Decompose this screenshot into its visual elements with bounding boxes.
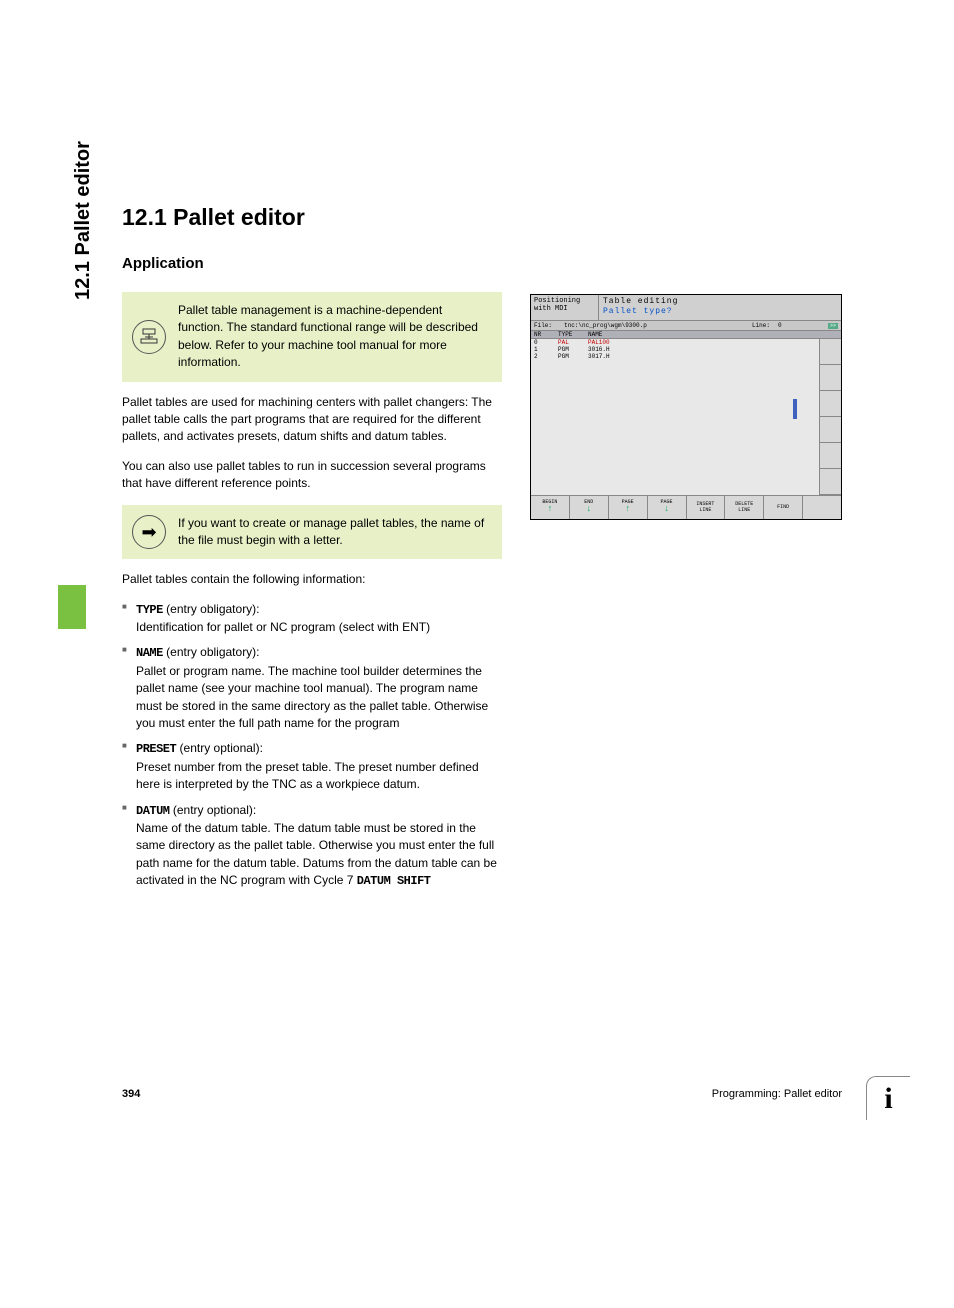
page-number: 394 — [122, 1088, 140, 1100]
entry-label: DATUM — [136, 804, 170, 818]
list-item: DATUM (entry optional): Name of the datu… — [122, 802, 502, 891]
entry-desc: Name of the datum table. The datum table… — [136, 820, 502, 891]
table-row[interactable]: 0 PAL PAL100 — [531, 339, 819, 346]
arrow-up-icon: ↑ — [547, 505, 552, 515]
left-column: Pallet table management is a machine-dep… — [122, 292, 502, 899]
shot-file-row: File: tnc:\nc_prog\wgm\9300.p Line: 0 >> — [531, 321, 841, 331]
tip-note-text: If you want to create or manage pallet t… — [178, 516, 484, 547]
softkey-delete-line[interactable]: DELETELINE — [725, 496, 764, 519]
softkey-insert-line[interactable]: INSERTLINE — [687, 496, 726, 519]
paragraph-2: You can also use pallet tables to run in… — [122, 458, 502, 493]
softkey-empty[interactable] — [803, 496, 841, 519]
col-type: TYPE — [558, 331, 588, 338]
softkey-end[interactable]: END↓ — [570, 496, 609, 519]
entry-desc: Preset number from the preset table. The… — [136, 759, 502, 794]
entry-label: NAME — [136, 646, 163, 660]
shot-title: Table editing — [603, 297, 837, 307]
paragraph-3: Pallet tables contain the following info… — [122, 571, 502, 588]
softkey-begin[interactable]: BEGIN↑ — [531, 496, 570, 519]
arrow-up-icon: ↑ — [625, 505, 630, 515]
cnc-screenshot: Positioning with MDI Table editing Palle… — [530, 294, 842, 520]
shot-body: 0 PAL PAL100 1 PGM 3016.H 2 PGM 3017.H — [531, 339, 841, 495]
side-button[interactable] — [820, 469, 841, 495]
softkey-page-up[interactable]: PAGE↑ — [609, 496, 648, 519]
page-heading: 12.1 Pallet editor — [122, 204, 842, 231]
side-button[interactable] — [820, 417, 841, 443]
softkey-find[interactable]: FIND — [764, 496, 803, 519]
list-item: PRESET (entry optional): Preset number f… — [122, 740, 502, 793]
entry-label: PRESET — [136, 742, 176, 756]
arrow-down-icon: ↓ — [664, 505, 669, 515]
line-label: Line: — [752, 322, 778, 329]
shot-header: Positioning with MDI Table editing Palle… — [531, 295, 841, 321]
side-button[interactable] — [820, 391, 841, 417]
paginator-icon[interactable]: >> — [828, 323, 838, 329]
shot-table[interactable]: 0 PAL PAL100 1 PGM 3016.H 2 PGM 3017.H — [531, 339, 819, 495]
paragraph-1: Pallet tables are used for machining cen… — [122, 394, 502, 446]
entry-suffix: (entry optional): — [176, 741, 263, 755]
line-value: 0 — [778, 322, 828, 329]
entry-suffix: (entry obligatory): — [163, 602, 260, 616]
col-name: NAME — [588, 331, 838, 338]
softkey-row: BEGIN↑ END↓ PAGE↑ PAGE↓ INSERTLINE DELET… — [531, 495, 841, 519]
page-footer: 394 Programming: Pallet editor — [122, 1088, 842, 1100]
info-list: TYPE (entry obligatory): Identification … — [122, 601, 502, 891]
side-tab: 12.1 Pallet editor — [72, 141, 95, 300]
arrow-right-icon: ➡ — [132, 515, 166, 549]
shot-title-area: Table editing Pallet type? — [599, 295, 841, 320]
entry-desc: Pallet or program name. The machine tool… — [136, 663, 502, 733]
side-button[interactable] — [820, 443, 841, 469]
list-item: TYPE (entry obligatory): Identification … — [122, 601, 502, 637]
machine-note: Pallet table management is a machine-dep… — [122, 292, 502, 382]
file-path: tnc:\nc_prog\wgm\9300.p — [564, 322, 752, 329]
shot-side-buttons — [819, 339, 841, 495]
info-icon: i — [866, 1076, 910, 1120]
side-button[interactable] — [820, 365, 841, 391]
entry-desc: Identification for pallet or NC program … — [136, 619, 502, 636]
col-nr: NR — [534, 331, 558, 338]
scrollbar-thumb[interactable] — [793, 399, 797, 419]
softkey-page-down[interactable]: PAGE↓ — [648, 496, 687, 519]
shot-col-header: NR TYPE NAME — [531, 331, 841, 339]
list-item: NAME (entry obligatory): Pallet or progr… — [122, 644, 502, 732]
shot-mode: Positioning with MDI — [531, 295, 599, 320]
machine-icon — [132, 320, 166, 354]
table-row[interactable]: 1 PGM 3016.H — [531, 346, 819, 353]
arrow-down-icon: ↓ — [586, 505, 591, 515]
file-label: File: — [534, 322, 564, 329]
side-button[interactable] — [820, 339, 841, 365]
chapter-title: Programming: Pallet editor — [712, 1088, 842, 1100]
entry-suffix: (entry optional): — [170, 803, 257, 817]
table-row[interactable]: 2 PGM 3017.H — [531, 353, 819, 360]
tip-note: ➡ If you want to create or manage pallet… — [122, 505, 502, 560]
section-heading: Application — [122, 255, 842, 272]
machine-note-text: Pallet table management is a machine-dep… — [178, 303, 478, 369]
entry-label: TYPE — [136, 603, 163, 617]
entry-suffix: (entry obligatory): — [163, 645, 260, 659]
side-marker — [58, 585, 86, 629]
shot-subtitle: Pallet type? — [603, 307, 837, 317]
